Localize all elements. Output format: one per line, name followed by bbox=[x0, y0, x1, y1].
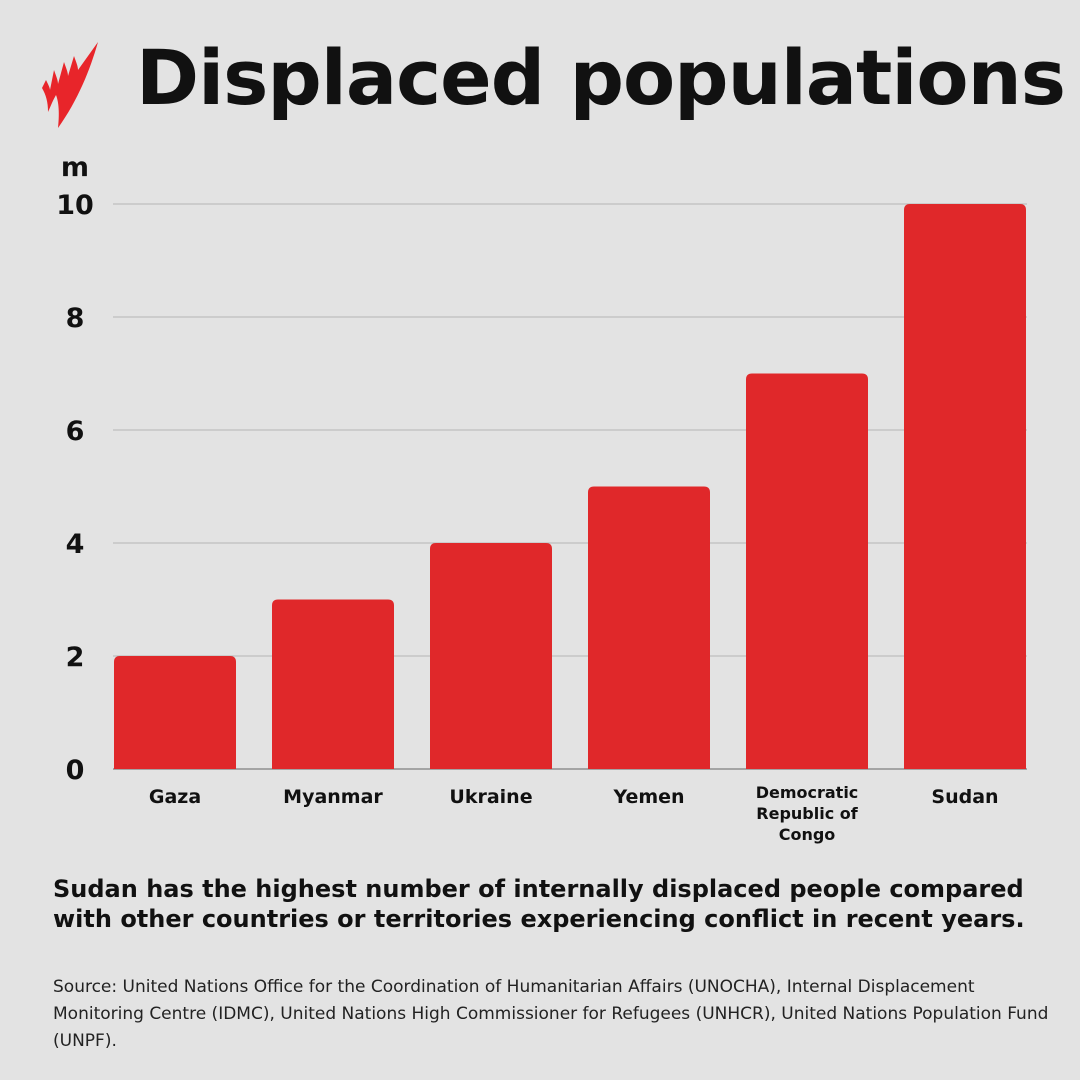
y-tick-label: 0 bbox=[66, 755, 85, 786]
y-axis-label: m bbox=[61, 152, 89, 183]
y-tick-label: 2 bbox=[66, 642, 85, 673]
x-tick-label: Congo bbox=[779, 825, 836, 844]
x-tick-label: Gaza bbox=[149, 786, 201, 808]
broadcaster-logo bbox=[42, 42, 98, 128]
x-tick-label: Sudan bbox=[931, 786, 998, 808]
bar-yemen bbox=[588, 486, 710, 769]
y-tick-label: 4 bbox=[66, 529, 85, 560]
bar-democratic-republic-of-congo bbox=[746, 373, 868, 769]
bar-gaza bbox=[114, 656, 236, 769]
bar-ukraine bbox=[430, 543, 552, 769]
x-tick-label: Ukraine bbox=[449, 786, 532, 808]
chart-summary: Sudan has the highest number of internal… bbox=[53, 875, 1025, 933]
x-tick-label: Myanmar bbox=[283, 786, 383, 808]
page-title: Displaced populations bbox=[136, 33, 1066, 122]
x-tick-label: Democratic bbox=[756, 783, 859, 802]
source-note: Source: United Nations Office for the Co… bbox=[53, 977, 1049, 1051]
bar-sudan bbox=[904, 204, 1026, 769]
y-tick-label: 10 bbox=[56, 190, 94, 221]
y-tick-label: 8 bbox=[66, 303, 85, 334]
x-tick-label: Yemen bbox=[612, 786, 684, 808]
x-tick-label: Republic of bbox=[756, 804, 858, 823]
y-tick-label: 6 bbox=[66, 416, 85, 447]
bar-myanmar bbox=[272, 599, 394, 769]
bar-chart: m 0 2 4 6 8 10 Gaza Myanmar Ukraine Yemen Democrati… bbox=[56, 152, 1027, 844]
